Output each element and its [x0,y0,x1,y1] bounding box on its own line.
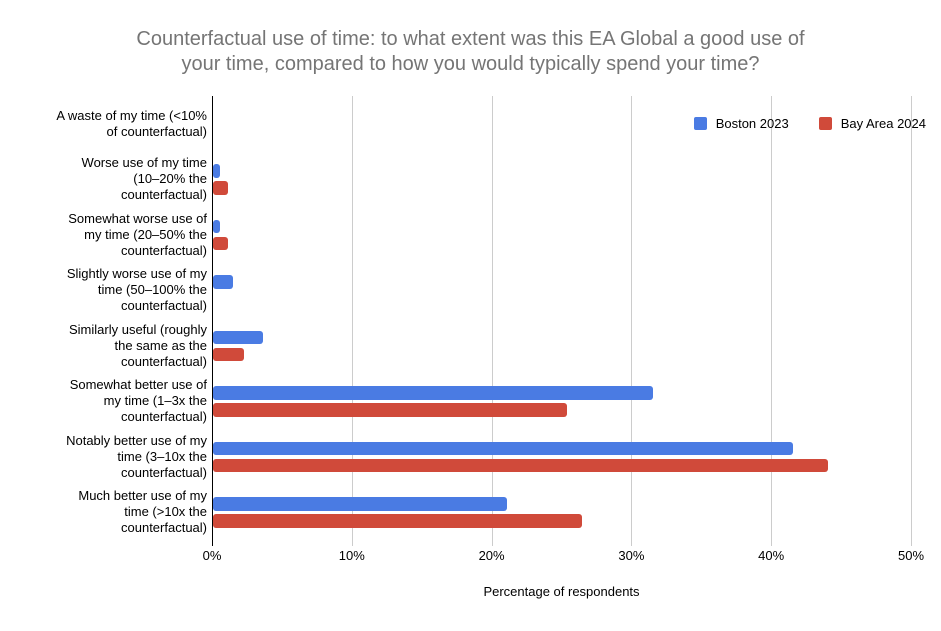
x-tick-label: 10% [338,548,365,563]
bar-boston-2023-row-7[interactable] [213,497,507,511]
y-axis-label: Slightly worse use of my time (50–100% t… [66,266,207,314]
legend-swatch-boston-2023 [693,117,707,130]
bar-boston-2023-row-3[interactable] [213,275,233,289]
legend-label-boston-2023: Boston 2023 [715,116,789,131]
y-axis-label: A waste of my time (<10% of counterfactu… [56,107,207,139]
x-tick-label: 30% [618,548,645,563]
bar-boston-2023-row-6[interactable] [213,441,794,455]
bar-boston-2023-row-5[interactable] [213,386,654,400]
bar-bay-area-2024-row-2[interactable] [213,236,229,250]
y-axis-label: Similarly useful (roughly the same as th… [69,321,207,369]
x-tick-label: 50% [897,548,925,563]
bar-boston-2023-row-4[interactable] [213,330,264,344]
bar-boston-2023-row-1[interactable] [213,164,220,178]
legend-swatch-bay-area-2024 [818,117,832,130]
legend-item-bay-area-2024[interactable]: Bay Area 2024 [818,116,926,131]
gridline [911,96,912,546]
plot-area [212,96,912,546]
y-axis-label: Notably better use of my time (3–10x the… [66,432,207,480]
y-axis-label: Somewhat worse use of my time (20–50% th… [68,210,207,258]
y-axis-label: Somewhat better use of my time (1–3x the… [69,377,207,425]
bar-bay-area-2024-row-5[interactable] [213,403,567,417]
bar-bay-area-2024-row-4[interactable] [213,347,244,361]
gridline [631,96,633,546]
x-tick-label: 20% [478,548,505,563]
bar-bay-area-2024-row-7[interactable] [213,514,583,528]
legend: Boston 2023 Bay Area 2024 [693,116,926,131]
bar-boston-2023-row-2[interactable] [213,219,220,233]
x-tick-label: 0% [202,548,222,563]
chart-title: Counterfactual use of time: to what exte… [136,28,805,75]
bar-bay-area-2024-row-1[interactable] [213,181,229,195]
bar-bay-area-2024-row-6[interactable] [213,458,829,472]
legend-label-bay-area-2024: Bay Area 2024 [840,116,926,131]
gridline [771,96,773,546]
y-axis-line [212,96,213,546]
legend-item-boston-2023[interactable]: Boston 2023 [693,116,789,131]
y-axis-label: Much better use of my time (>10x the cou… [78,488,207,536]
gridline [491,96,493,546]
x-tick-label: 40% [758,548,785,563]
y-axis-labels: A waste of my time (<10% of counterfactu… [0,96,207,540]
gridline [351,96,353,546]
y-axis-label: Worse use of my time (10–20% the counter… [81,155,207,203]
x-axis-title: Percentage of respondents [483,584,640,599]
